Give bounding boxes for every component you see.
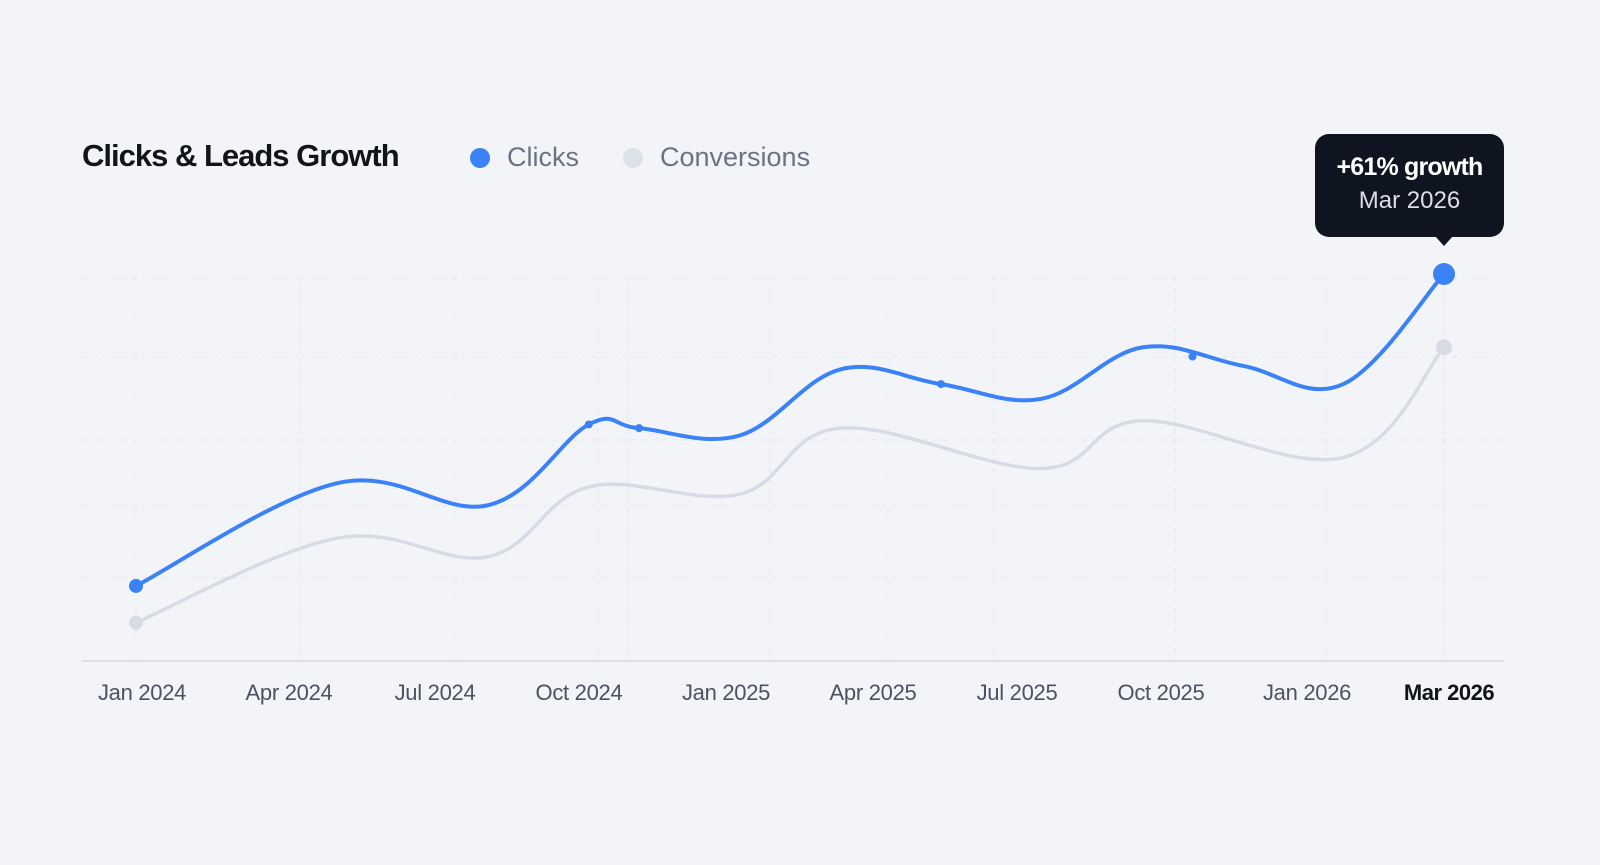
x-tick-label: Jan 2026: [1263, 680, 1351, 705]
chart-title: Clicks & Leads Growth: [82, 138, 400, 173]
chart-legend: Clicks Conversions: [470, 142, 810, 173]
growth-tooltip: +61% growth Mar 2026: [1315, 134, 1504, 246]
tooltip-caret: [1435, 236, 1453, 246]
x-tick-label: Apr 2024: [246, 680, 333, 705]
x-tick-label: Jul 2025: [977, 680, 1058, 705]
x-tick-label: Jul 2024: [395, 680, 476, 705]
x-tick-label: Oct 2025: [1118, 680, 1205, 705]
data-point-conversions: [129, 615, 143, 630]
tooltip-growth-value: +61% growth: [1336, 153, 1483, 181]
x-tick-label: Mar 2026: [1404, 680, 1494, 705]
x-axis-ticks: Jan 2024 Apr 2024 Jul 2024 Oct 2024 Jan 2025…: [98, 680, 1495, 705]
legend-label-conversions: Conversions: [660, 142, 811, 172]
data-point-clicks: [635, 424, 644, 433]
legend-item-clicks[interactable]: Clicks: [470, 142, 579, 173]
data-point-clicks: [1188, 352, 1197, 361]
chart-series: [129, 263, 1455, 630]
legend-item-conversions[interactable]: Conversions: [623, 142, 810, 173]
tooltip-date: Mar 2026: [1358, 187, 1461, 214]
series-line-conversions: [134, 345, 1446, 625]
legend-dot-clicks: [470, 147, 490, 168]
x-tick-label: Jan 2024: [98, 680, 186, 705]
data-point-clicks: [129, 578, 143, 593]
data-point-clicks: [584, 420, 593, 429]
data-point-conversions: [1436, 339, 1452, 356]
series-line-clicks: [134, 272, 1446, 588]
chart-grid: [82, 277, 1504, 662]
data-point-clicks: [936, 380, 945, 389]
x-tick-label: Oct 2024: [536, 680, 623, 705]
x-tick-label: Jan 2025: [682, 680, 770, 705]
x-tick-label: Apr 2025: [830, 680, 917, 705]
legend-label-clicks: Clicks: [507, 142, 579, 172]
legend-dot-conversions: [623, 147, 643, 168]
data-point-clicks: [1433, 263, 1455, 285]
